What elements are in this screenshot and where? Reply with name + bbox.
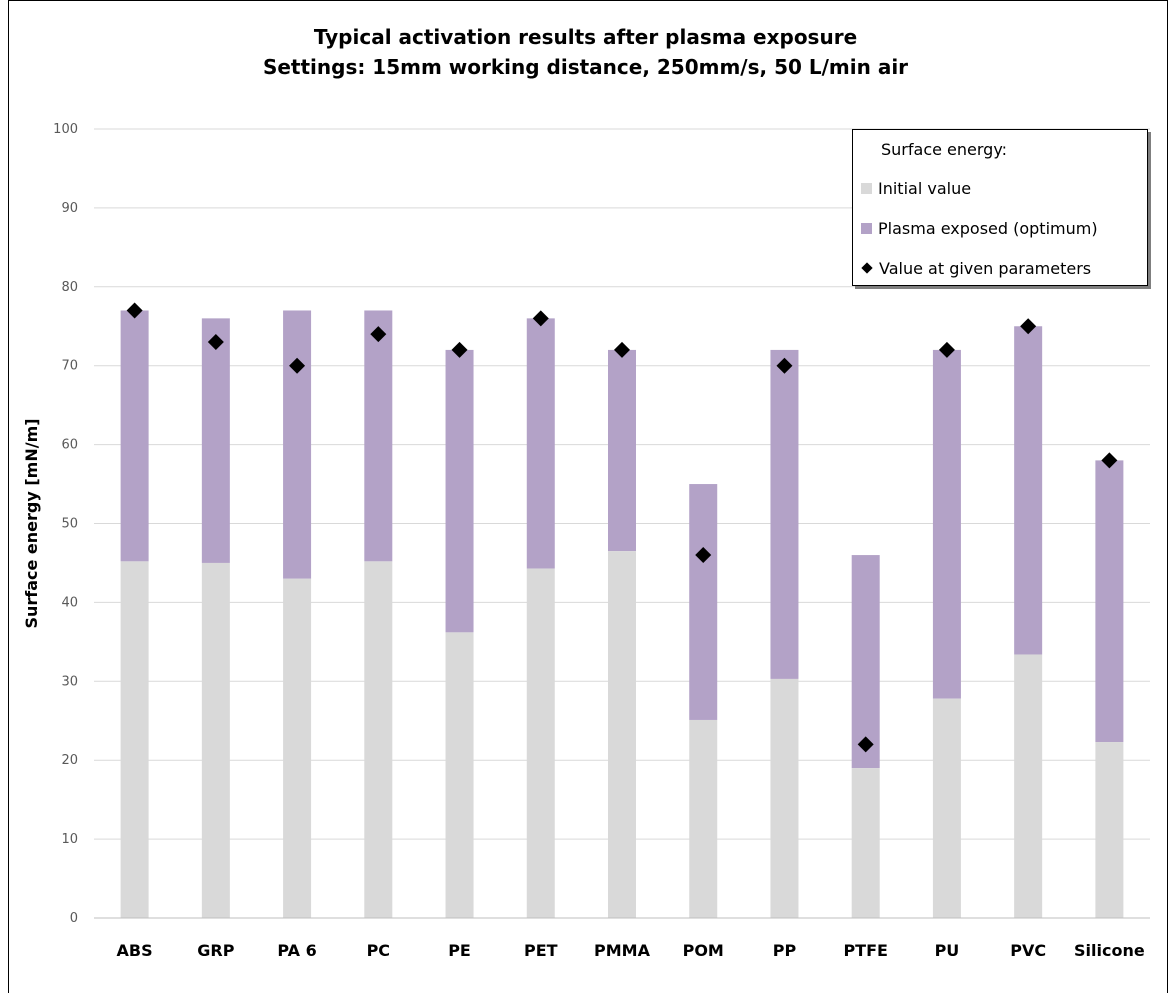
chart-title: Typical activation results after plasma … xyxy=(313,25,858,49)
bar-initial-abs xyxy=(120,561,149,918)
x-category-label: ABS xyxy=(117,941,153,960)
bar-plasma-abs xyxy=(120,310,149,562)
y-tick-label: 40 xyxy=(61,595,78,610)
bars xyxy=(120,310,1124,918)
y-tick-label: 90 xyxy=(61,201,78,216)
x-category-label: PTFE xyxy=(843,941,888,960)
marker-abs xyxy=(126,302,143,319)
legend-label-plasma: Plasma exposed (optimum) xyxy=(878,218,1098,238)
marker-silicone xyxy=(1101,452,1118,469)
legend-swatch-initial xyxy=(861,182,872,194)
x-category-label: PET xyxy=(524,941,558,960)
legend-item-initial: Initial value xyxy=(861,177,971,199)
x-category-label: Silicone xyxy=(1074,941,1145,960)
legend-label-value: Value at given parameters xyxy=(879,258,1092,278)
bar-plasma-pmma xyxy=(608,349,636,552)
marker-pmma xyxy=(614,341,630,358)
bar-initial-pu xyxy=(932,698,961,918)
y-tick-label: 30 xyxy=(61,674,78,689)
y-axis-ticks: 0 10 20 30 40 50 60 70 80 90 100 xyxy=(53,122,78,926)
bar-initial-pc xyxy=(364,561,393,918)
bar-plasma-pa-6 xyxy=(283,310,312,579)
x-category-label: PE xyxy=(448,941,471,960)
y-axis-label: Surface energy [mN/m] xyxy=(22,418,41,628)
legend-item-value: Value at given parameters xyxy=(861,257,1091,279)
marker-pe xyxy=(451,341,468,358)
marker-pa-6 xyxy=(289,357,306,374)
bar-initial-ptfe xyxy=(851,768,880,918)
bar-initial-pp xyxy=(770,678,799,918)
bar-initial-grp xyxy=(201,562,230,918)
x-category-label: PC xyxy=(367,941,390,960)
x-category-label: PP xyxy=(773,941,797,960)
x-category-label: PVC xyxy=(1010,941,1046,960)
marker-pu xyxy=(938,341,955,358)
bar-plasma-pom xyxy=(689,484,718,720)
y-tick-label: 60 xyxy=(61,438,78,453)
marker-pet xyxy=(532,310,549,327)
bar-plasma-pe xyxy=(445,349,474,633)
bar-initial-pom xyxy=(689,719,718,918)
y-tick-label: 70 xyxy=(61,359,78,374)
legend-swatch-plasma xyxy=(861,222,872,234)
bar-initial-pvc xyxy=(1014,654,1043,918)
marker-pc xyxy=(370,326,387,343)
bar-plasma-pvc xyxy=(1014,326,1043,655)
marker-ptfe xyxy=(857,736,874,753)
y-tick-label: 0 xyxy=(70,911,78,926)
bar-initial-pmma xyxy=(608,551,636,918)
bar-plasma-pp xyxy=(770,349,799,679)
marker-pp xyxy=(776,357,793,374)
x-axis-categories: ABS GRP PA 6 PC PE PET PMMA POM PP PTFE PU PVC Silic… xyxy=(117,941,1145,960)
bar-plasma-pet xyxy=(526,318,555,569)
bar-plasma-grp xyxy=(201,318,230,563)
y-tick-label: 10 xyxy=(61,832,78,847)
x-category-label: GRP xyxy=(197,941,234,960)
chart-title-block: Typical activation results after plasma … xyxy=(0,22,1171,82)
x-category-label: PMMA xyxy=(594,941,651,960)
marker-grp xyxy=(207,334,224,351)
y-tick-label: 50 xyxy=(61,517,78,532)
bar-plasma-ptfe xyxy=(851,555,880,769)
x-category-label: PA 6 xyxy=(277,941,316,960)
bar-initial-pet xyxy=(526,568,555,918)
bar-initial-pe xyxy=(445,632,474,918)
legend-label-initial: Initial value xyxy=(878,178,972,198)
y-tick-label: 80 xyxy=(61,280,78,295)
legend-diamond-icon xyxy=(861,262,873,274)
x-category-label: POM xyxy=(683,941,724,960)
legend-item-plasma: Plasma exposed (optimum) xyxy=(861,217,1098,239)
legend-title: Surface energy: xyxy=(881,140,1008,159)
chart-subtitle: Settings: 15mm working distance, 250mm/s… xyxy=(262,55,909,79)
x-category-label: PU xyxy=(935,941,960,960)
chart-frame xyxy=(8,0,1168,993)
y-tick-label: 100 xyxy=(53,122,78,137)
bar-initial-pa-6 xyxy=(283,578,312,918)
bar-plasma-silicone xyxy=(1095,460,1124,743)
legend: Surface energy: Initial value Plasma exp… xyxy=(852,129,1148,286)
marker-pvc xyxy=(1020,318,1037,335)
markers xyxy=(126,302,1118,753)
bar-plasma-pc xyxy=(364,310,393,562)
bar-plasma-pu xyxy=(932,349,961,699)
bar-initial-silicone xyxy=(1095,742,1124,918)
marker-pom xyxy=(695,547,712,564)
y-tick-label: 20 xyxy=(61,753,78,768)
